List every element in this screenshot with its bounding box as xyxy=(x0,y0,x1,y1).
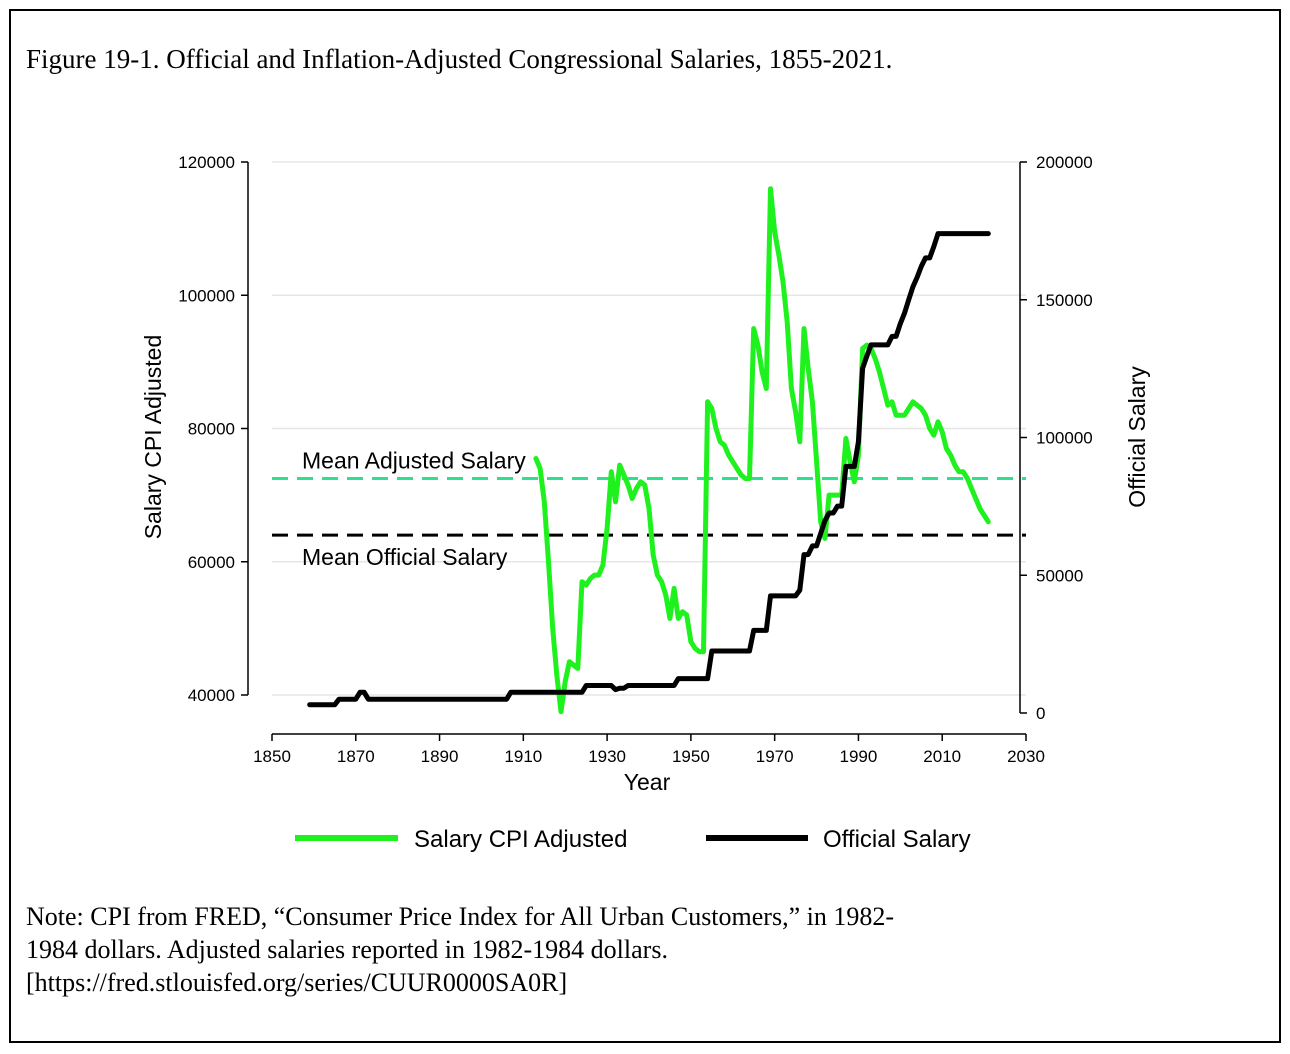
right-axis-tick-label: 150000 xyxy=(1036,291,1093,310)
left-axis-tick-label: 80000 xyxy=(188,420,235,439)
note-line: [https://fred.stlouisfed.org/series/CUUR… xyxy=(26,968,568,997)
x-axis-title: Year xyxy=(624,769,671,795)
left-axis-title: Salary CPI Adjusted xyxy=(140,335,166,540)
figure-frame xyxy=(9,9,1281,1043)
adjusted-salary-line xyxy=(533,186,991,715)
mean-line-label: Mean Official Salary xyxy=(302,544,508,570)
left-axis-tick-label: 100000 xyxy=(178,286,235,305)
note-line: Note: CPI from FRED, “Consumer Price Ind… xyxy=(26,902,894,931)
x-axis-tick-label: 1950 xyxy=(672,747,710,766)
legend-label-adjusted: Salary CPI Adjusted xyxy=(414,826,627,853)
right-axis-tick-label: 100000 xyxy=(1036,429,1093,448)
legend-label-official: Official Salary xyxy=(823,826,971,853)
x-axis-tick-label: 1870 xyxy=(337,747,375,766)
official-salary-line xyxy=(307,231,991,708)
x-axis-tick-label: 1910 xyxy=(504,747,542,766)
right-axis-tick-label: 50000 xyxy=(1036,566,1083,585)
legend: Salary CPI Adjusted Official Salary xyxy=(295,826,971,853)
gridlines xyxy=(272,161,1026,696)
series-lines xyxy=(307,186,991,715)
x-axis-tick-label: 2030 xyxy=(1007,747,1045,766)
axes: 40000 60000 80000 100000 120000 0 50000 100000 1… xyxy=(178,153,1092,766)
x-axis-tick-label: 1970 xyxy=(756,747,794,766)
left-axis-tick-label: 60000 xyxy=(188,553,235,572)
x-axis-tick-label: 1990 xyxy=(840,747,878,766)
axis-labels: Year Salary CPI Adjusted Official Salary xyxy=(140,335,1150,795)
right-axis-tick-label: 0 xyxy=(1036,704,1045,723)
x-axis-tick-label: 1850 xyxy=(253,747,291,766)
x-axis-tick-label: 1890 xyxy=(421,747,459,766)
reference-lines: Mean Adjusted Salary Mean Official Salary xyxy=(272,447,1026,570)
right-axis-tick-label: 200000 xyxy=(1036,153,1093,172)
note-line: 1984 dollars. Adjusted salaries reported… xyxy=(26,935,668,964)
left-axis-tick-label: 120000 xyxy=(178,153,235,172)
figure-title: Figure 19-1. Official and Inflation-Adju… xyxy=(26,44,893,74)
x-axis-tick-label: 2010 xyxy=(923,747,961,766)
figure-note: Note: CPI from FRED, “Consumer Price Ind… xyxy=(26,900,1246,999)
left-axis-tick-label: 40000 xyxy=(188,686,235,705)
mean-line-label: Mean Adjusted Salary xyxy=(302,447,526,473)
x-axis-tick-label: 1930 xyxy=(588,747,626,766)
right-axis-title: Official Salary xyxy=(1124,366,1150,508)
